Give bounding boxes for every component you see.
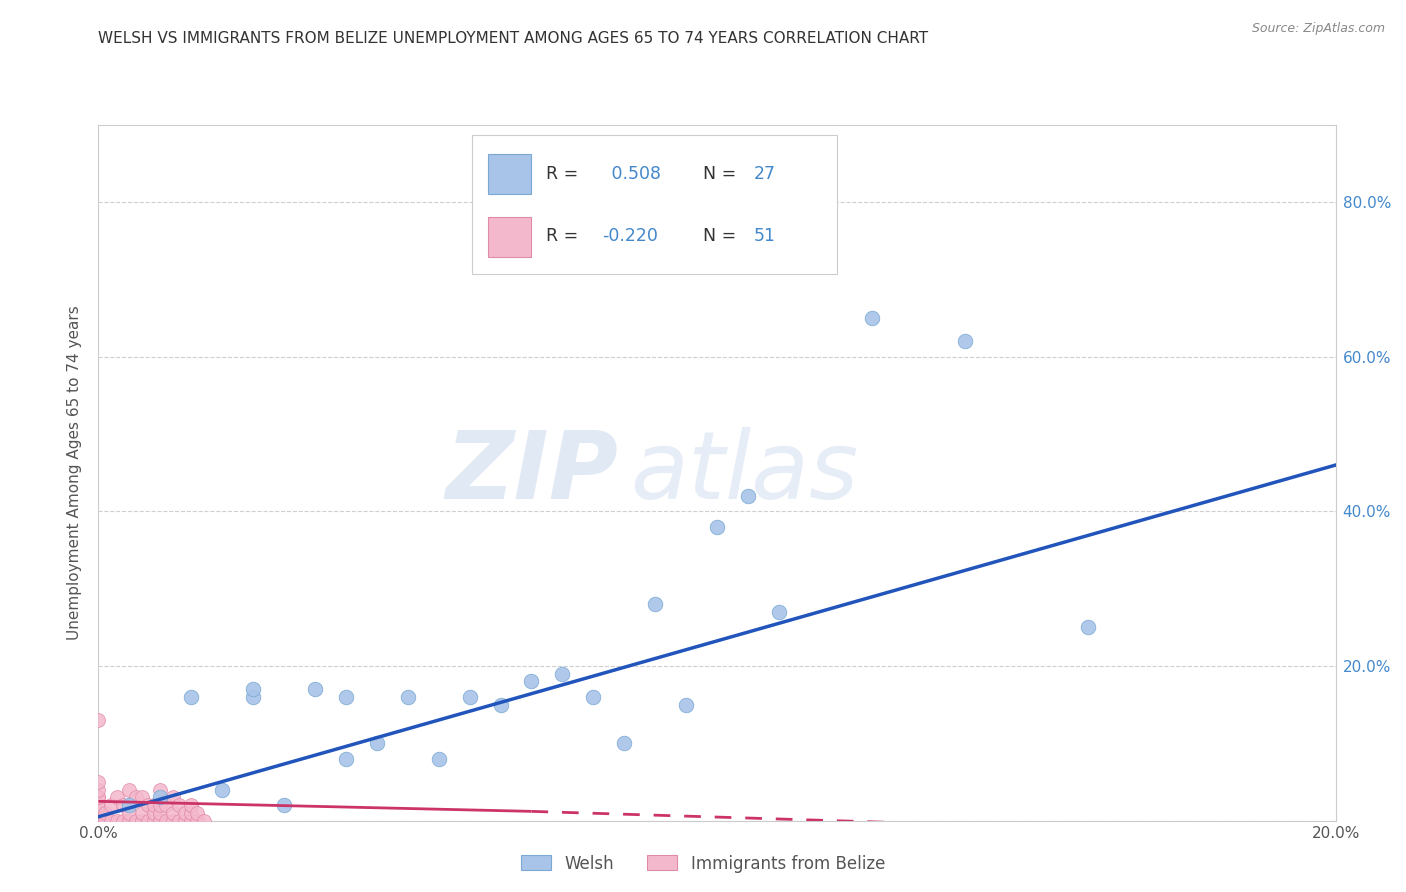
Point (131, 805, 153, 820)
Point (186, 814, 208, 828)
Point (273, 798, 295, 813)
FancyBboxPatch shape (472, 136, 837, 275)
Point (105, 814, 128, 828)
Point (180, 798, 202, 813)
Point (87, 805, 110, 820)
Text: -0.220: -0.220 (602, 227, 658, 245)
Point (149, 814, 172, 828)
Text: N =: N = (692, 165, 742, 183)
Point (136, 814, 159, 828)
Point (118, 814, 141, 828)
Point (180, 690, 202, 704)
Point (613, 736, 636, 750)
Point (93, 805, 115, 820)
Point (143, 798, 166, 813)
Point (143, 805, 166, 820)
Text: 27: 27 (754, 165, 776, 183)
Point (953, 334, 976, 349)
Point (149, 805, 172, 820)
Point (87, 814, 110, 828)
Point (167, 814, 190, 828)
Point (186, 805, 208, 820)
Point (131, 790, 153, 805)
Point (644, 597, 666, 611)
Point (87, 790, 110, 805)
Text: 0.508: 0.508 (606, 165, 661, 183)
Point (149, 814, 172, 828)
Point (162, 790, 184, 805)
Point (118, 782, 141, 797)
Point (124, 814, 146, 828)
Point (162, 814, 184, 828)
Point (87, 798, 110, 813)
Point (737, 489, 759, 503)
Point (93, 814, 115, 828)
Point (211, 782, 233, 797)
Text: R =: R = (547, 165, 583, 183)
Point (87, 775, 110, 789)
Point (87, 798, 110, 813)
Point (458, 690, 481, 704)
Point (489, 698, 512, 712)
FancyBboxPatch shape (488, 217, 531, 257)
Text: R =: R = (547, 227, 583, 245)
Point (180, 805, 202, 820)
Point (180, 814, 202, 828)
Point (124, 790, 146, 805)
Point (100, 814, 122, 828)
Point (675, 698, 697, 712)
Point (174, 814, 197, 828)
Text: WELSH VS IMMIGRANTS FROM BELIZE UNEMPLOYMENT AMONG AGES 65 TO 74 YEARS CORRELATI: WELSH VS IMMIGRANTS FROM BELIZE UNEMPLOY… (98, 31, 928, 46)
Point (427, 752, 450, 766)
Point (242, 690, 264, 704)
Text: atlas: atlas (630, 427, 859, 518)
Point (706, 520, 728, 534)
Point (167, 798, 190, 813)
Point (520, 674, 543, 689)
Text: Source: ZipAtlas.com: Source: ZipAtlas.com (1251, 22, 1385, 36)
Text: N =: N = (692, 227, 742, 245)
FancyBboxPatch shape (488, 154, 531, 194)
Point (335, 690, 357, 704)
Point (860, 311, 883, 326)
Point (335, 752, 357, 766)
Point (162, 805, 184, 820)
Point (149, 782, 172, 797)
Point (149, 798, 172, 813)
Point (112, 798, 135, 813)
Point (118, 805, 141, 820)
Point (155, 814, 177, 828)
Point (112, 814, 135, 828)
Point (304, 682, 326, 697)
Point (149, 790, 172, 805)
Text: ZIP: ZIP (446, 426, 619, 519)
Point (396, 690, 419, 704)
Point (136, 798, 159, 813)
Point (143, 814, 166, 828)
Point (118, 798, 141, 813)
Point (87, 805, 110, 820)
Point (87, 790, 110, 805)
Point (366, 736, 388, 750)
Point (100, 798, 122, 813)
Point (768, 605, 790, 619)
Point (242, 682, 264, 697)
Point (582, 690, 605, 704)
Point (87, 713, 110, 727)
Point (1077, 620, 1099, 634)
Point (105, 790, 128, 805)
Point (87, 782, 110, 797)
Point (131, 814, 153, 828)
Point (155, 798, 177, 813)
Text: 51: 51 (754, 227, 776, 245)
Y-axis label: Unemployment Among Ages 65 to 74 years: Unemployment Among Ages 65 to 74 years (67, 305, 83, 640)
Legend: Welsh, Immigrants from Belize: Welsh, Immigrants from Belize (515, 848, 891, 880)
Point (174, 805, 197, 820)
Point (551, 666, 574, 681)
Point (193, 814, 215, 828)
